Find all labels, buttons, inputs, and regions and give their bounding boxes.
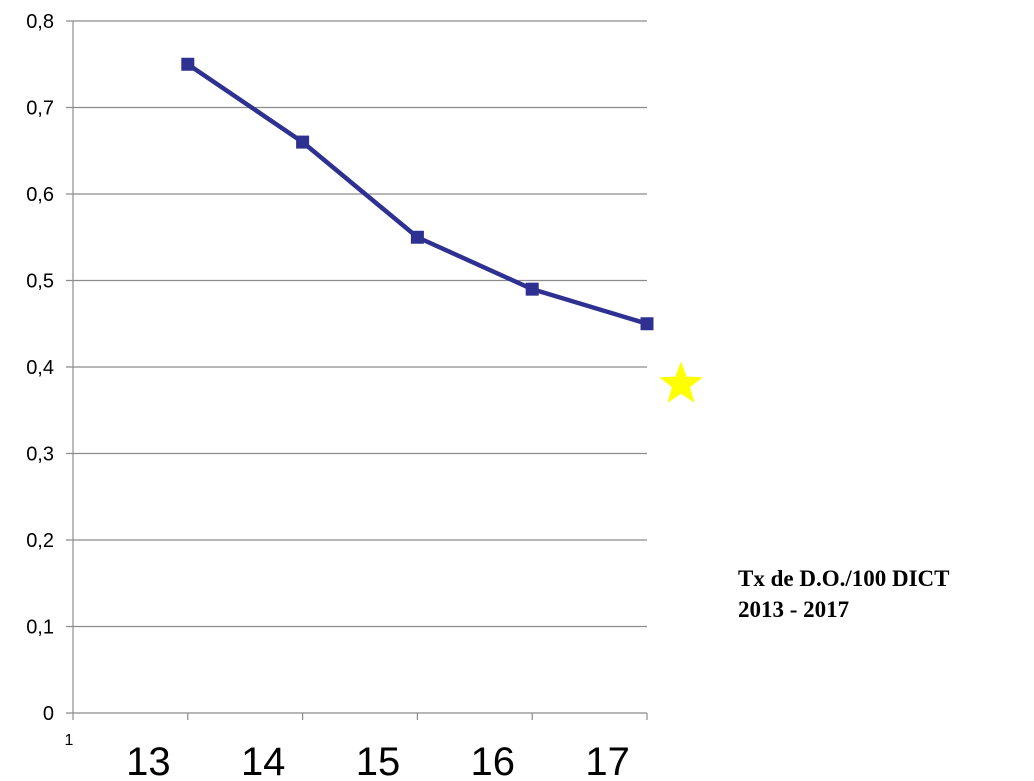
- y-tick-label: 0,8: [26, 11, 54, 33]
- gridlines: [66, 20, 647, 714]
- legend-text-line-2: 2013 - 2017: [738, 597, 850, 622]
- series-markers: [181, 57, 654, 331]
- x-tick-label: 1: [65, 732, 74, 749]
- y-tick-label: 0,4: [26, 357, 54, 379]
- y-tick-label: 0,2: [26, 530, 54, 552]
- x-tick-label: 17: [585, 740, 630, 781]
- data-point-marker: [640, 317, 654, 331]
- data-point-marker: [410, 230, 424, 244]
- annotation: [659, 361, 703, 403]
- y-tick-label: 0,7: [26, 98, 54, 120]
- x-tick-label: 15: [356, 740, 401, 781]
- x-tick-label: 14: [241, 740, 286, 781]
- data-point-marker: [181, 57, 195, 71]
- y-tick-labels: 0 0,1 0,2 0,3 0,4 0,5 0,6 0,7 0,8: [26, 11, 54, 725]
- x-tick-label: 13: [126, 740, 171, 781]
- x-tick-label: 16: [471, 740, 516, 781]
- y-tick-label: 0: [43, 703, 54, 725]
- data-point-marker: [525, 282, 539, 296]
- star-icon: [659, 361, 703, 403]
- axes: [72, 21, 648, 720]
- x-tick-labels: 1 13 14 15 16 17: [65, 732, 630, 781]
- y-tick-label: 0,3: [26, 444, 54, 466]
- y-tick-label: 0,1: [26, 617, 54, 639]
- data-point-marker: [296, 135, 310, 149]
- legend-text-line-1: Tx de D.O./100 DICT: [738, 566, 950, 591]
- y-tick-label: 0,5: [26, 271, 54, 293]
- y-tick-label: 0,6: [26, 184, 54, 206]
